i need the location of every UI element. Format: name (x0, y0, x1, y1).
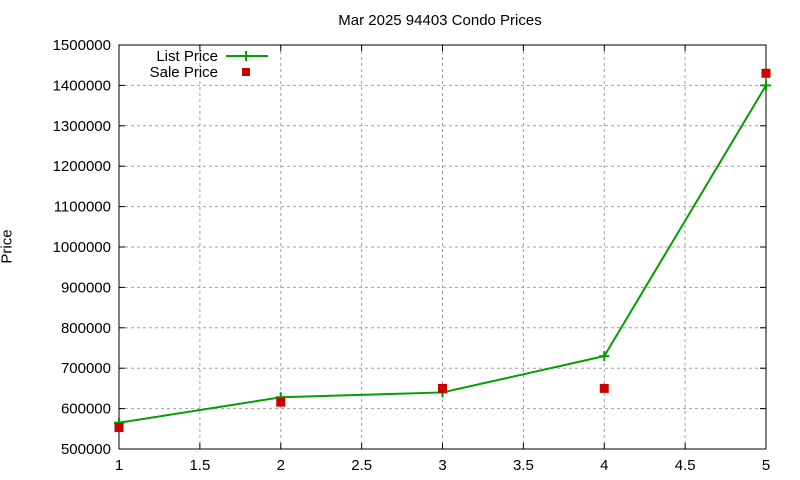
sale-price-marker (114, 423, 124, 433)
y-tick-label: 900000 (61, 279, 111, 296)
chart-title: Mar 2025 94403 Condo Prices (338, 12, 542, 29)
x-tick-label: 2.5 (351, 457, 372, 474)
legend-square-icon (242, 68, 250, 76)
sale-price-marker (599, 383, 609, 393)
x-tick-label: 3 (438, 457, 446, 474)
y-tick-label: 600000 (61, 401, 111, 418)
x-tick-label: 3.5 (513, 457, 534, 474)
y-tick-label: 800000 (61, 320, 111, 337)
x-tick-label: 1 (115, 457, 123, 474)
y-tick-label: 700000 (61, 360, 111, 377)
sale-price-marker (438, 383, 447, 393)
x-tick-label: 5 (762, 457, 770, 474)
legend-label: Sale Price (150, 64, 218, 81)
x-tick-label: 4 (600, 457, 608, 474)
x-tick-label: 1.5 (189, 457, 210, 474)
x-tick-label: 2 (277, 457, 285, 474)
y-tick-label: 1400000 (53, 77, 111, 94)
y-tick-label: 1000000 (53, 239, 111, 256)
y-tick-label: 1200000 (53, 158, 111, 175)
x-tick-label: 4.5 (675, 457, 696, 474)
sale-price-marker (276, 397, 286, 407)
y-tick-label: 1300000 (53, 118, 111, 135)
y-tick-label: 1100000 (54, 199, 111, 216)
y-tick-label: 1500000 (53, 37, 111, 54)
y-tick-label: 500000 (61, 441, 111, 458)
plot-border (118, 44, 767, 450)
legend-label: List Price (156, 48, 218, 65)
sale-price-marker (761, 68, 771, 78)
